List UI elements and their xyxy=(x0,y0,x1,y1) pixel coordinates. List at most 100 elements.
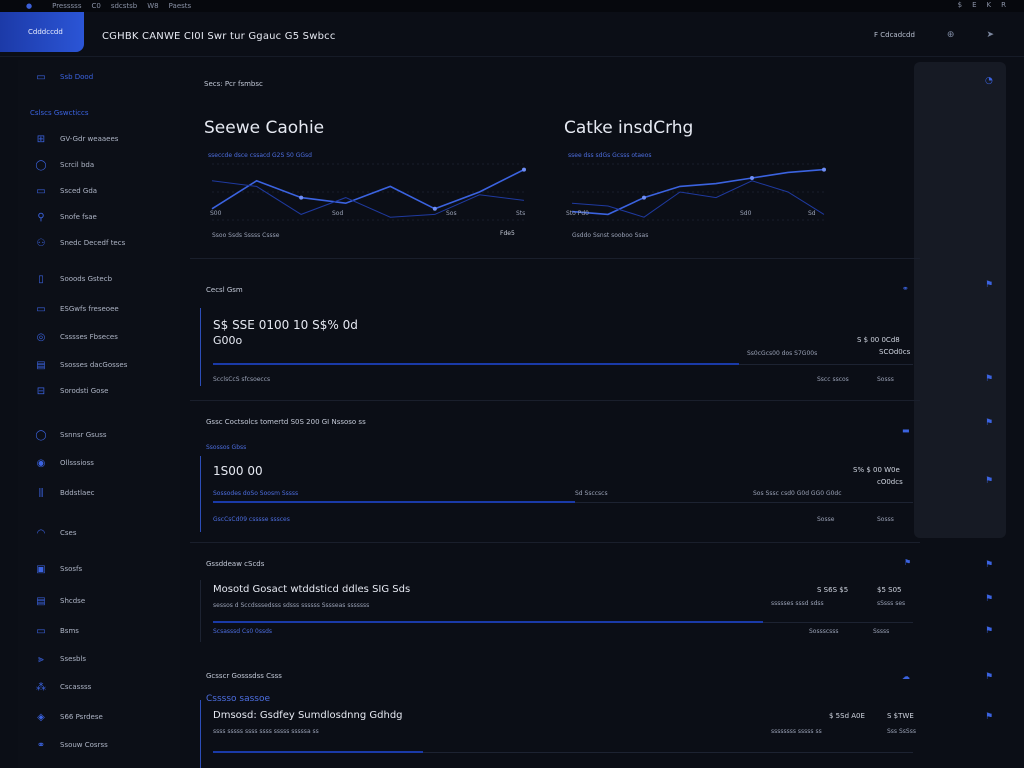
send-icon[interactable]: ➤ xyxy=(986,30,994,40)
sidebar-item[interactable]: ▤ Shcdse xyxy=(34,594,85,608)
topbar-item[interactable]: sdcstsb xyxy=(110,2,138,10)
flag-icon[interactable]: ⚑ xyxy=(904,558,912,567)
data-point[interactable] xyxy=(432,206,437,211)
sidebar-item[interactable]: ⫸ Ssesbls xyxy=(34,652,86,666)
sidebar-item[interactable]: ⊟ Sorodsti Gose xyxy=(34,384,109,398)
topbar-right-item[interactable]: E xyxy=(972,1,977,9)
sidebar-item-label: Scrcil bda xyxy=(60,161,95,169)
item-mid-label: ssssssss sssss ss xyxy=(771,728,822,735)
sidebar-item[interactable]: ◎ Csssses Fbseces xyxy=(34,330,118,344)
circle-icon: ◯ xyxy=(35,429,47,441)
sidebar-item-label: Ssosses dacGosses xyxy=(60,361,128,369)
flag-icon[interactable]: ⚑ xyxy=(985,476,994,486)
sidebar-item[interactable]: ▤ Ssosses dacGosses xyxy=(34,358,127,372)
topbar-item[interactable]: C0 xyxy=(91,2,101,10)
sidebar-item[interactable]: ◉ Ollsssioss xyxy=(34,456,94,470)
notification-icon[interactable]: ⊕ xyxy=(946,30,955,40)
chart-card-2: Catke insdCrhg ssee dss sdGs Gcsss otaeo… xyxy=(550,100,890,240)
topbar-item[interactable]: Paests xyxy=(168,2,192,10)
sidebar-item-dashboard[interactable]: ▭ Ssb Dood xyxy=(34,70,93,84)
x-tick-label: Sos xyxy=(446,210,457,217)
flag-icon[interactable]: ⚑ xyxy=(985,712,994,722)
card-footer: Scsasssd Cs0 0ssds xyxy=(213,628,273,635)
x-tick-label: Sod xyxy=(332,210,344,217)
topbar-item[interactable]: W8 xyxy=(147,2,159,10)
topbar-right-item[interactable]: $ xyxy=(957,1,963,9)
clock-icon[interactable]: ◔ xyxy=(985,76,993,86)
menu-dot-icon[interactable]: ● xyxy=(26,2,33,10)
link-icon[interactable]: ⚭ xyxy=(902,284,909,293)
sidebar-item[interactable]: ⚲ Snofe fsae xyxy=(34,210,97,224)
list-card-4[interactable]: Dmsosd: Gsdfey Sumdlosdnng Gdhdg ssss ss… xyxy=(200,700,916,768)
sidebar-item[interactable]: ⫼ Bddstlaec xyxy=(34,486,95,500)
sidebar-item[interactable]: ◠ Cses xyxy=(34,526,77,540)
flag-icon[interactable]: ⚑ xyxy=(985,374,994,384)
metric-value: 1S00 00 xyxy=(213,464,263,478)
sidebar-item-label: Shcdse xyxy=(60,597,86,605)
metric-sub-label: Sossodes doSo Soosm Sssss xyxy=(213,490,299,497)
data-point[interactable] xyxy=(822,167,826,172)
flag-icon[interactable]: ⚑ xyxy=(985,418,994,428)
topbar-right-item[interactable]: K xyxy=(986,1,992,9)
metric-right-value: S% $ 00 W0e xyxy=(853,466,900,474)
sidebar-item[interactable]: ⊞ GV-Gdr weaaees xyxy=(34,132,119,146)
x-tick-label: Sto Pd0 xyxy=(566,210,589,217)
section-divider xyxy=(190,258,920,259)
data-point[interactable] xyxy=(522,167,526,172)
card-footer-right: Sosss xyxy=(877,376,894,383)
x-tick-label: Sts xyxy=(516,210,526,217)
sidebar-item-label: GV-Gdr weaaees xyxy=(60,135,119,143)
header-divider xyxy=(0,56,1024,57)
calendar-icon: ▣ xyxy=(36,563,46,575)
sidebar-item-label: Cses xyxy=(60,529,77,537)
metric-card-1[interactable]: S$ SSE 0100 10 S$% 0d G00o S $ 00 0Cd8 S… xyxy=(200,308,913,386)
flag-icon[interactable]: ⚑ xyxy=(985,672,994,682)
target-icon: ◎ xyxy=(36,331,46,343)
chart-subtitle: ssee dss sdGs Gcsss otaeos xyxy=(568,152,652,159)
topbar-right-item[interactable]: R xyxy=(1001,1,1006,9)
list-card-3[interactable]: Mosotd Gosact wtddsticd ddles SIG Sds se… xyxy=(200,580,913,642)
sidebar-item[interactable]: ◯ Ssnnsr Gsuss xyxy=(34,428,106,442)
flag-icon[interactable]: ⚑ xyxy=(985,626,994,636)
minus-icon[interactable]: ▬ xyxy=(902,426,910,435)
main-content: Secs: Pcr fsmbsc Seewe Caohie sseccde ds… xyxy=(190,60,920,768)
data-point[interactable] xyxy=(299,195,304,200)
data-point[interactable] xyxy=(750,176,754,180)
section-title: Cecsl Gsm xyxy=(206,286,243,294)
sidebar-item-label: Snofe fsae xyxy=(60,213,97,221)
device-icon: ▯ xyxy=(38,273,44,285)
sidebar-item[interactable]: ▭ ESGwfs freseoee xyxy=(34,302,118,316)
sidebar-item[interactable]: ◯ Scrcil bda xyxy=(34,158,94,172)
item-subtitle: sessos d Sccdsssedsss sdsss ssssss Sssse… xyxy=(213,602,370,609)
progress-fill xyxy=(213,363,739,365)
data-point[interactable] xyxy=(642,195,646,200)
sidebar-item[interactable]: ⁂ Cscassss xyxy=(34,680,91,694)
sidebar-item-label: Bddstlaec xyxy=(60,489,95,497)
card-footer: GscCsCd09 csssse sssces xyxy=(213,516,290,523)
chart-footer: Ssoo Ssds Sssss Cssse xyxy=(212,232,280,239)
chart-title: Seewe Caohie xyxy=(204,118,325,138)
item-right-value: $5 S05 xyxy=(877,586,902,594)
flag-icon[interactable]: ⚑ xyxy=(985,560,994,570)
flag-icon[interactable]: ⚑ xyxy=(985,280,994,290)
sidebar-item-label: Ssb Dood xyxy=(60,73,94,81)
cloud-icon[interactable]: ☁ xyxy=(902,672,910,681)
app-logo[interactable]: Cdddccdd xyxy=(0,12,84,52)
sidebar-item-label: Ollsssioss xyxy=(60,459,94,467)
grid-icon: ⊞ xyxy=(36,133,46,145)
progress-fill xyxy=(213,501,575,503)
app-logo-label: Cdddccdd xyxy=(28,28,63,36)
flag-icon[interactable]: ⚑ xyxy=(985,594,994,604)
right-panel xyxy=(914,62,1006,538)
link-icon: ⚭ xyxy=(36,739,46,751)
sidebar-item[interactable]: ▣ Ssosfs xyxy=(34,562,82,576)
sidebar-item[interactable]: ▭ Bsms xyxy=(34,624,79,638)
metric-card-2[interactable]: 1S00 00 Sossodes doSo Soosm Sssss S% $ 0… xyxy=(200,456,913,532)
sidebar-item[interactable]: ◈ S66 Psrdese xyxy=(34,710,103,724)
sidebar-item[interactable]: ⚇ Snedc Decedf tecs xyxy=(34,236,126,250)
sidebar-item[interactable]: ⚭ Ssouw Cosrss xyxy=(34,738,108,752)
topbar-item[interactable]: Presssss xyxy=(52,2,82,10)
header-user-label[interactable]: F Cdcadcdd xyxy=(874,31,915,39)
sidebar-item[interactable]: ▭ Ssced Gda xyxy=(34,184,97,198)
sidebar-item[interactable]: ▯ Sooods Gstecb xyxy=(34,272,112,286)
